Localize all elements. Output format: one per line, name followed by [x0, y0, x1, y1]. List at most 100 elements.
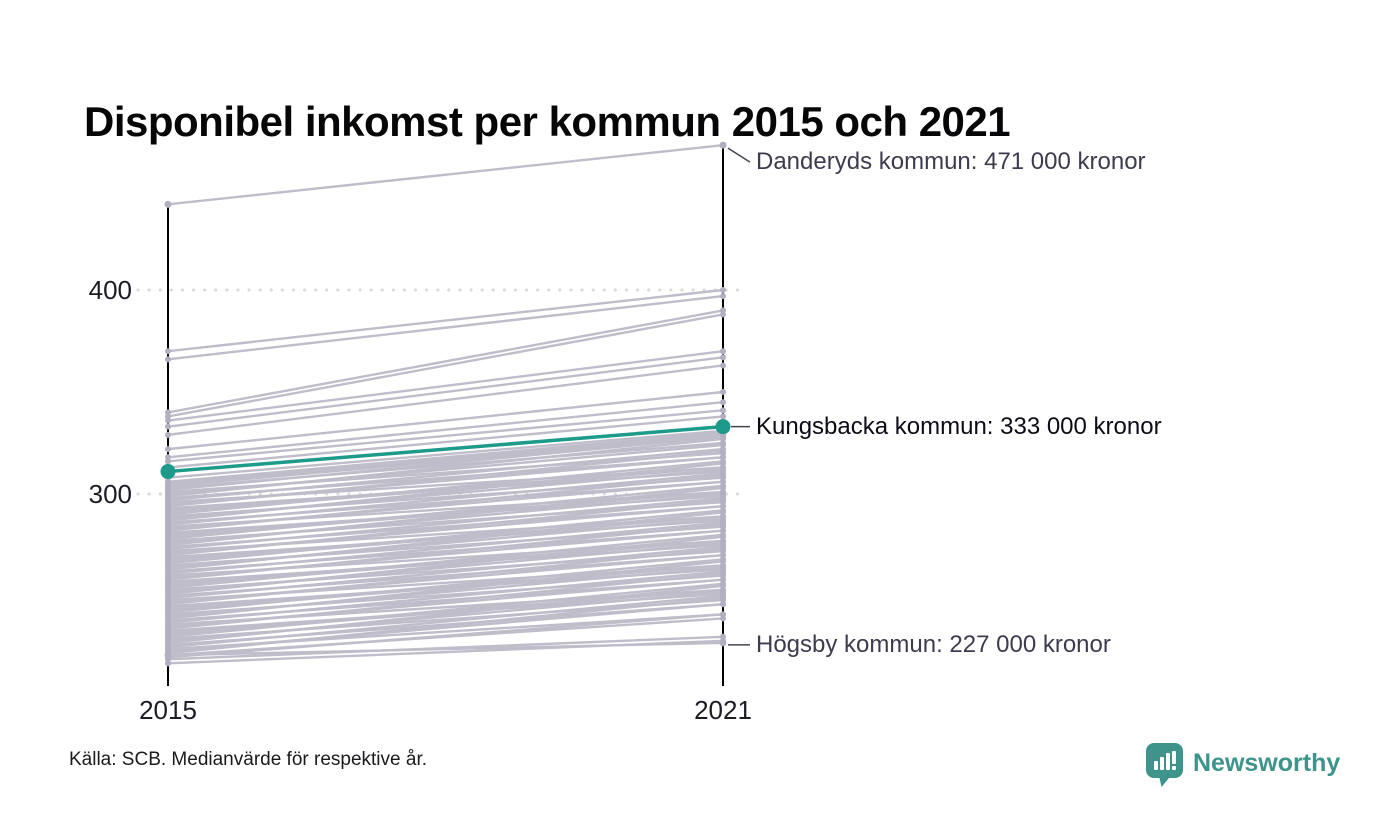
municipality-line-dot-2021 [720, 601, 726, 608]
source-note: Källa: SCB. Medianvärde för respektive å… [69, 749, 428, 770]
municipality-line [166, 294, 725, 361]
municipality-line-dot-2015 [165, 423, 171, 430]
municipality-line-dot-2021 [720, 521, 726, 528]
municipality-line [166, 401, 725, 459]
municipality-line [166, 474, 725, 532]
municipality-line-dot-2021 [720, 407, 726, 414]
municipality-line [166, 496, 725, 551]
municipality-line-dot-2021 [720, 460, 726, 467]
municipality-line-dot-2021 [720, 293, 726, 300]
municipality-line-dot-2021 [720, 611, 726, 618]
municipality-line-dot-2015 [165, 431, 171, 438]
municipality-line [166, 433, 725, 485]
municipality-line [166, 582, 725, 638]
chart-title: Disponibel inkomst per kommun 2015 och 2… [84, 98, 1011, 146]
municipality-line [166, 356, 725, 428]
municipality-line [166, 572, 725, 630]
municipality-line-dot-2021 [720, 472, 726, 479]
municipality-line-dot-2021 [720, 595, 726, 602]
municipality-line-dot-2021 [720, 558, 726, 565]
municipality-line-dot-2021 [720, 582, 726, 589]
municipality-line-danderyds-dot-2015 [164, 200, 172, 208]
municipality-line-danderyds [166, 143, 725, 206]
x-axis-label-2015: 2015 [139, 695, 197, 725]
municipality-line [166, 511, 725, 571]
y-axis-tick-400: 400 [88, 275, 132, 305]
municipality-line-dot-2021 [720, 509, 726, 516]
municipality-line [166, 364, 725, 437]
municipality-line-dot-2015 [165, 660, 171, 667]
newsworthy-logo: Newsworthy [1146, 743, 1340, 787]
x-axis-label-2021: 2021 [694, 695, 752, 725]
municipality-line [166, 313, 725, 418]
municipality-line-dot-2021 [720, 570, 726, 577]
municipality-line [166, 429, 725, 479]
municipality-line [166, 449, 725, 508]
municipality-line [166, 288, 725, 353]
annotation-hogsby: Högsby kommun: 227 000 kronor [756, 631, 1111, 658]
municipality-line-dot-2021 [720, 435, 726, 442]
municipality-line [166, 509, 725, 565]
highlight-dot-2015 [160, 464, 176, 480]
municipality-line-dot-2021 [720, 448, 726, 455]
municipality-line [166, 558, 725, 614]
municipality-line [166, 447, 725, 502]
municipality-line-dot-2021 [720, 413, 726, 420]
annotation-kungsbacka: Kungsbacka kommun: 333 000 kronor [756, 413, 1162, 440]
municipality-line-dot-2021 [720, 287, 726, 293]
municipality-line-dot-2021 [720, 354, 726, 361]
highlight-line-kungsbacka [166, 424, 725, 474]
municipality-line-dot-2021 [720, 389, 726, 395]
municipality-line [166, 594, 725, 649]
municipality-line-dot-2015 [165, 417, 171, 424]
municipality-line-dot-2015 [165, 446, 171, 453]
municipality-line [166, 390, 725, 451]
municipality-line-dot-2021 [720, 484, 726, 491]
municipality-line [166, 486, 725, 547]
municipality-line [166, 462, 725, 522]
y-axis-tick-300: 300 [88, 479, 132, 509]
municipality-line [166, 498, 725, 557]
municipality-line-högsby [166, 641, 725, 657]
municipality-line [166, 521, 725, 575]
municipality-line [166, 431, 725, 483]
municipality-line-dot-2021 [720, 546, 726, 553]
newsworthy-bubble-icon [1146, 743, 1183, 787]
municipality-line-dot-2021 [720, 497, 726, 504]
municipality-line [166, 523, 725, 581]
municipality-line [166, 535, 725, 596]
municipality-line [166, 437, 725, 498]
municipality-line [166, 545, 725, 600]
municipality-line [166, 570, 725, 624]
municipality-line-dot-2021 [720, 311, 726, 318]
municipality-line-dot-2021 [720, 362, 726, 369]
municipality-line [166, 435, 725, 492]
leader-top [727, 147, 751, 163]
municipality-line-dot-2021 [720, 399, 726, 406]
annotation-danderyd: Danderyds kommun: 471 000 kronor [756, 148, 1146, 175]
municipality-line-dot-2021 [720, 348, 726, 355]
municipality-line-dot-2015 [165, 348, 171, 355]
municipality-line [166, 415, 725, 469]
highlight-dot-2021 [715, 419, 731, 435]
municipality-line-dot-2021 [720, 533, 726, 540]
municipality-line [166, 309, 725, 414]
municipality-line [166, 472, 725, 526]
municipality-line-danderyds-dot-2021 [719, 141, 727, 149]
municipality-line-högsby-dot-2021 [719, 639, 727, 647]
municipality-line [166, 547, 725, 606]
municipality-line [166, 533, 725, 590]
newsworthy-logo-text: Newsworthy [1193, 749, 1341, 777]
municipality-line [166, 584, 725, 645]
municipality-line [166, 460, 725, 516]
municipality-line-dot-2015 [165, 356, 171, 363]
municipality-line [166, 596, 725, 655]
municipality-line [166, 484, 725, 541]
municipality-line-dot-2015 [165, 458, 171, 465]
municipality-line-högsby-dot-2015 [164, 651, 172, 659]
municipality-line [166, 560, 725, 620]
municipality-line [166, 409, 725, 463]
municipality-line [166, 613, 725, 659]
